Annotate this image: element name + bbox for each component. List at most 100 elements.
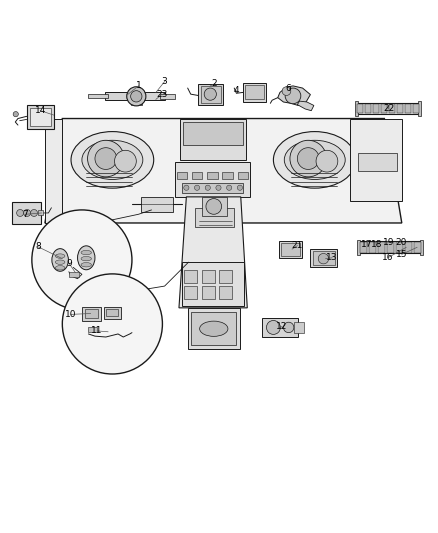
Ellipse shape — [78, 246, 95, 270]
Bar — [207, 172, 218, 180]
Bar — [27, 104, 54, 130]
Text: 20: 20 — [395, 238, 406, 247]
Bar — [184, 286, 197, 299]
Bar — [195, 208, 234, 228]
Circle shape — [285, 88, 301, 104]
Circle shape — [316, 150, 338, 172]
Circle shape — [62, 274, 162, 374]
Ellipse shape — [81, 263, 92, 267]
Bar — [131, 99, 142, 104]
Polygon shape — [45, 118, 402, 223]
Text: 2: 2 — [212, 79, 217, 88]
Bar — [279, 241, 302, 258]
Bar — [30, 108, 51, 126]
Polygon shape — [350, 118, 402, 201]
Bar — [219, 286, 232, 299]
Ellipse shape — [81, 256, 92, 261]
Bar — [413, 104, 419, 114]
Ellipse shape — [284, 140, 345, 180]
Bar — [381, 104, 387, 114]
Circle shape — [216, 185, 221, 190]
Bar — [238, 172, 248, 180]
Text: 1: 1 — [136, 82, 141, 91]
Bar — [356, 103, 419, 114]
Bar — [184, 270, 197, 283]
Circle shape — [184, 185, 189, 190]
Circle shape — [266, 320, 280, 334]
Bar — [105, 92, 165, 100]
Polygon shape — [278, 86, 311, 106]
Circle shape — [205, 185, 210, 190]
Bar — [191, 312, 237, 345]
Ellipse shape — [200, 321, 228, 336]
Ellipse shape — [81, 251, 92, 255]
Bar — [360, 242, 367, 253]
Circle shape — [226, 185, 232, 190]
Bar — [313, 251, 335, 265]
Circle shape — [17, 209, 24, 216]
Circle shape — [290, 140, 326, 177]
Bar — [311, 249, 337, 268]
Circle shape — [297, 148, 319, 169]
Text: 13: 13 — [326, 253, 338, 262]
Bar — [201, 270, 215, 283]
Bar — [358, 241, 421, 254]
Bar — [397, 104, 403, 114]
Bar — [245, 85, 264, 99]
Circle shape — [115, 150, 136, 172]
Text: 22: 22 — [383, 104, 394, 114]
Text: 23: 23 — [156, 90, 167, 99]
Circle shape — [204, 88, 216, 100]
Bar — [243, 83, 266, 102]
Bar — [187, 308, 240, 349]
Text: 10: 10 — [65, 310, 77, 319]
Circle shape — [88, 140, 124, 177]
Bar — [192, 172, 202, 180]
Bar — [389, 104, 395, 114]
Bar — [355, 101, 358, 116]
Bar — [388, 242, 393, 253]
Bar — [365, 104, 371, 114]
Bar — [369, 242, 375, 253]
Circle shape — [194, 185, 200, 190]
Bar — [201, 86, 221, 103]
Ellipse shape — [55, 260, 65, 264]
Bar — [82, 306, 101, 321]
Circle shape — [283, 322, 294, 333]
Text: 15: 15 — [396, 250, 407, 259]
Bar — [198, 84, 223, 106]
Bar — [201, 286, 215, 299]
Polygon shape — [179, 197, 247, 308]
Text: 8: 8 — [35, 243, 41, 252]
Bar — [405, 104, 411, 114]
Bar — [357, 239, 360, 255]
Circle shape — [131, 91, 142, 102]
Bar — [39, 210, 43, 215]
Bar — [223, 172, 233, 180]
Circle shape — [13, 111, 18, 117]
Bar — [414, 242, 420, 253]
Text: 21: 21 — [292, 241, 303, 250]
Bar — [373, 104, 379, 114]
Bar — [182, 183, 243, 192]
Bar — [104, 306, 121, 319]
Bar — [176, 162, 251, 197]
Bar — [85, 309, 98, 318]
Text: 16: 16 — [382, 253, 394, 262]
Circle shape — [282, 87, 291, 95]
Bar — [106, 309, 118, 316]
Bar — [182, 262, 244, 305]
Bar — [261, 318, 298, 337]
Polygon shape — [297, 101, 314, 111]
Bar — [294, 322, 304, 333]
Bar — [88, 94, 108, 98]
Text: 6: 6 — [286, 84, 292, 93]
Bar — [358, 154, 397, 171]
Polygon shape — [45, 118, 62, 223]
Bar — [281, 243, 300, 256]
Text: 17: 17 — [361, 240, 373, 249]
Circle shape — [31, 209, 38, 216]
Ellipse shape — [71, 132, 154, 188]
Bar — [202, 197, 227, 216]
Bar — [12, 202, 42, 224]
